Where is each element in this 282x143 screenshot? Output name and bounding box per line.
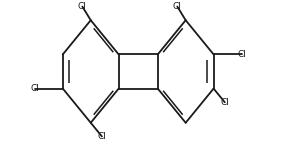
Text: Cl: Cl	[30, 84, 39, 93]
Text: Cl: Cl	[78, 2, 87, 11]
Text: Cl: Cl	[98, 132, 106, 141]
Text: Cl: Cl	[237, 50, 246, 59]
Text: Cl: Cl	[220, 98, 229, 107]
Text: Cl: Cl	[173, 2, 182, 11]
